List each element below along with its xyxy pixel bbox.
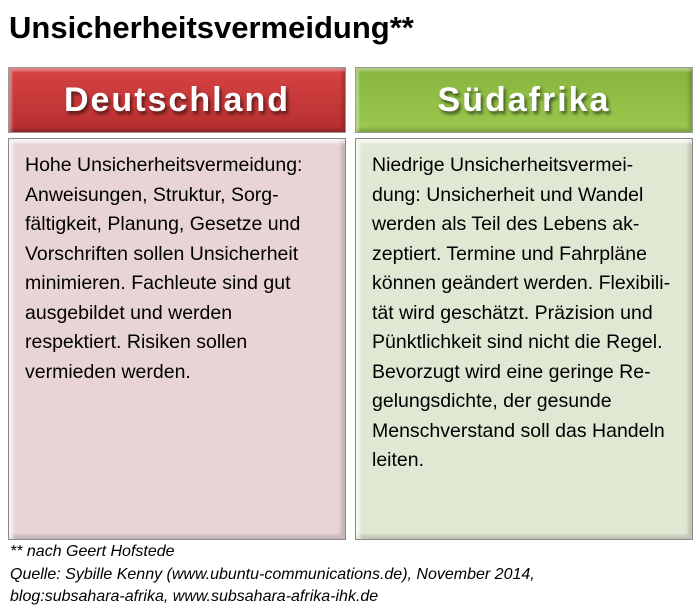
text-line: Bevorzugt wird eine geringe Re-	[372, 360, 651, 383]
text-line: tät wird geschätzt. Präzision und	[372, 301, 653, 324]
text-line: Anweisungen, Struktur, Sorg-	[25, 183, 279, 206]
text-line: werden als Teil des Lebens ak-	[372, 213, 640, 235]
source-line: blog:subsahara-afrika, www.subsahara-afr…	[10, 588, 379, 605]
footnote: ** nach Geert Hofstede	[10, 543, 175, 560]
text-line: gelungsdichte, der gesunde	[372, 390, 612, 412]
text-line: Niedrige Unsicherheitsvermei-	[372, 154, 634, 176]
text-line: respektiert. Risiken sollen	[25, 331, 248, 353]
text-line: Pünktlichkeit sind nicht die Regel.	[372, 331, 663, 353]
page-title: Unsicherheitsvermeidung**	[9, 10, 414, 45]
text-line: Vorschriften sollen Unsicherheit	[25, 242, 299, 265]
text-line: minimieren. Fachleute sind gut	[25, 272, 291, 294]
text-line: vermieden werden.	[25, 360, 191, 383]
text-line: Menschverstand soll das Handeln	[372, 419, 665, 442]
source-line: Quelle: Sybille Kenny (www.ubuntu-commun…	[10, 566, 535, 583]
header-deutschland: Deutschland	[8, 67, 346, 133]
text-box-suedafrika: Niedrige Unsicherheitsvermei- dung: Unsi…	[355, 138, 693, 540]
text-line: zeptiert. Termine und Fahrpläne	[372, 242, 647, 265]
text-line: dung: Unsicherheit und Wandel	[372, 183, 644, 206]
text-line: können geändert werden. Flexibili-	[372, 272, 671, 294]
text-line: ausgebildet und werden	[25, 301, 233, 324]
text-line: leiten.	[372, 449, 425, 471]
text-line: fältigkeit, Planung, Gesetze und	[25, 213, 301, 235]
header-suedafrika: Südafrika	[355, 67, 693, 133]
text-line: Hohe Unsicherheitsvermeidung:	[25, 154, 303, 176]
text-box-deutschland: Hohe Unsicherheitsvermeidung: Anweisunge…	[8, 138, 346, 540]
